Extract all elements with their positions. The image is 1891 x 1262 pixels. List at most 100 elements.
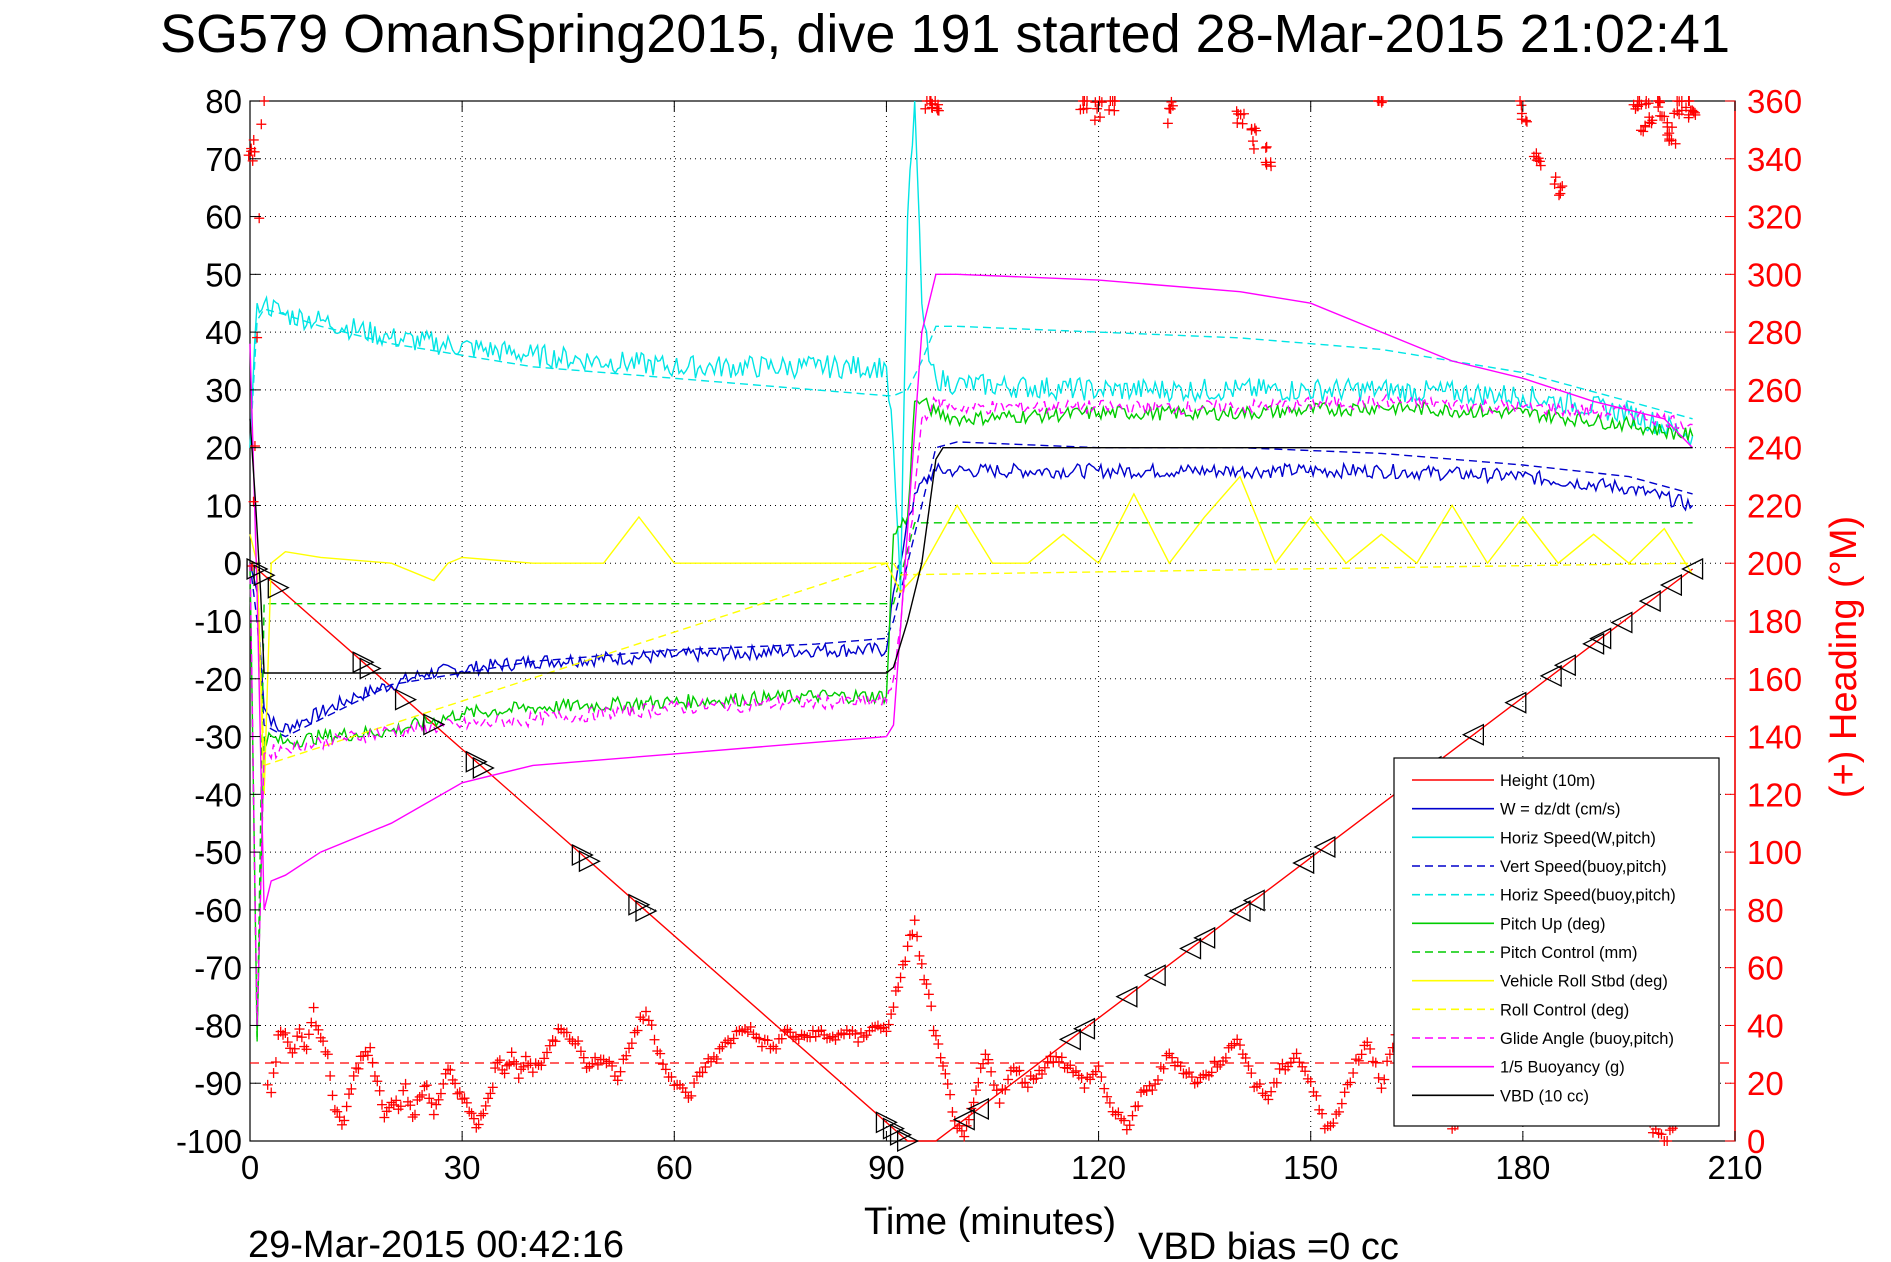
heading-point	[530, 1058, 541, 1069]
x-tick-label: 180	[1495, 1149, 1550, 1186]
heading-point	[377, 1099, 387, 1110]
depth-marker	[1242, 889, 1265, 912]
heading-point	[1382, 1056, 1393, 1067]
heading-point	[1014, 1065, 1025, 1076]
heading-point	[410, 1109, 420, 1120]
heading-point	[499, 1068, 510, 1079]
heading-point	[268, 1068, 279, 1079]
heading-point	[621, 1050, 632, 1061]
heading-point	[923, 989, 934, 1000]
heading-point	[336, 1119, 347, 1130]
heading-point	[564, 1034, 575, 1045]
heading-point	[980, 1049, 991, 1060]
heading-point	[1175, 1061, 1186, 1072]
legend-label: Glide Angle (buoy,pitch)	[1500, 1030, 1674, 1048]
heading-point	[945, 1089, 956, 1100]
heading-point	[1144, 1080, 1155, 1091]
heading-point	[1237, 118, 1248, 129]
heading-point	[1113, 1107, 1124, 1118]
heading-point	[830, 1034, 841, 1045]
heading-point	[421, 1080, 432, 1091]
heading-point	[445, 1065, 456, 1076]
heading-point	[1022, 1082, 1033, 1093]
heading-point	[320, 1046, 331, 1057]
heading-point	[655, 1048, 666, 1059]
heading-point	[1664, 1125, 1675, 1136]
heading-point	[417, 1089, 428, 1100]
heading-point	[1644, 112, 1655, 123]
heading-point	[930, 1030, 941, 1041]
heading-point	[353, 1063, 364, 1074]
heading-point	[1331, 1109, 1342, 1120]
x-tick-label: 60	[656, 1149, 693, 1186]
heading-point	[632, 1025, 643, 1036]
heading-point	[1109, 105, 1120, 116]
heading-point	[1243, 1061, 1254, 1072]
heading-point	[419, 1081, 430, 1092]
heading-point	[1141, 1085, 1152, 1096]
heading-point	[450, 1078, 461, 1089]
series-line-9	[249, 393, 1693, 1026]
heading-point	[1685, 105, 1696, 116]
heading-point	[438, 1078, 449, 1089]
heading-point	[391, 1095, 402, 1106]
heading-point	[940, 1068, 951, 1079]
heading-point	[1056, 1052, 1067, 1063]
heading-point	[1362, 1037, 1373, 1048]
heading-point	[1535, 160, 1546, 171]
x-tick-label: 120	[1071, 1149, 1126, 1186]
legend-label: Vert Speed(buoy,pitch)	[1500, 858, 1667, 876]
heading-point	[570, 1038, 581, 1049]
y-tick-label: -100	[176, 1123, 242, 1160]
heading-point	[327, 1090, 338, 1101]
heading-point	[539, 1053, 550, 1064]
heading-point	[994, 1098, 1005, 1109]
y-right-tick-label: 200	[1747, 545, 1802, 582]
heading-point	[657, 1059, 668, 1070]
x-tick-label: 90	[868, 1149, 905, 1186]
y-right-tick-label: 140	[1747, 719, 1802, 756]
depth-marker	[472, 756, 495, 780]
depth-marker	[1504, 691, 1527, 714]
heading-point	[1274, 1063, 1285, 1074]
series-line-3	[249, 441, 1693, 738]
depth-marker	[1461, 723, 1485, 746]
depth-marker	[1228, 900, 1251, 923]
heading-point	[1104, 1097, 1115, 1108]
heading-point	[1166, 96, 1177, 107]
heading-point	[883, 1019, 894, 1030]
heading-point	[379, 1112, 390, 1123]
heading-point	[914, 950, 925, 961]
heading-point	[313, 1024, 324, 1035]
heading-point	[1653, 1128, 1664, 1139]
heading-point	[365, 1042, 376, 1053]
heading-point	[1116, 1113, 1127, 1124]
heading-point	[978, 1058, 989, 1069]
heading-point	[1104, 104, 1115, 115]
heading-point	[506, 1047, 517, 1058]
heading-point	[1674, 109, 1685, 120]
heading-point	[1000, 1084, 1011, 1095]
heading-point	[1070, 1065, 1081, 1076]
heading-point	[1653, 96, 1664, 106]
heading-point	[1656, 111, 1667, 122]
depth-marker	[889, 1123, 913, 1146]
heading-point	[1662, 1136, 1673, 1146]
depth-marker	[635, 899, 658, 923]
heading-point	[346, 1083, 357, 1094]
heading-point	[986, 1066, 997, 1077]
heading-point	[1373, 1072, 1384, 1083]
heading-point	[386, 1097, 397, 1108]
heading-point	[1656, 1129, 1667, 1140]
heading-point	[660, 1064, 671, 1075]
series-line-7	[249, 475, 1694, 795]
heading-point	[476, 1110, 486, 1121]
heading-point	[1231, 106, 1242, 117]
depth-marker	[1292, 851, 1315, 875]
heading-point	[248, 134, 259, 145]
heading-point	[1124, 1120, 1135, 1131]
heading-point	[332, 1106, 343, 1117]
heading-point	[888, 1002, 899, 1013]
heading-point	[1334, 1106, 1344, 1117]
heading-point	[1232, 1034, 1243, 1045]
